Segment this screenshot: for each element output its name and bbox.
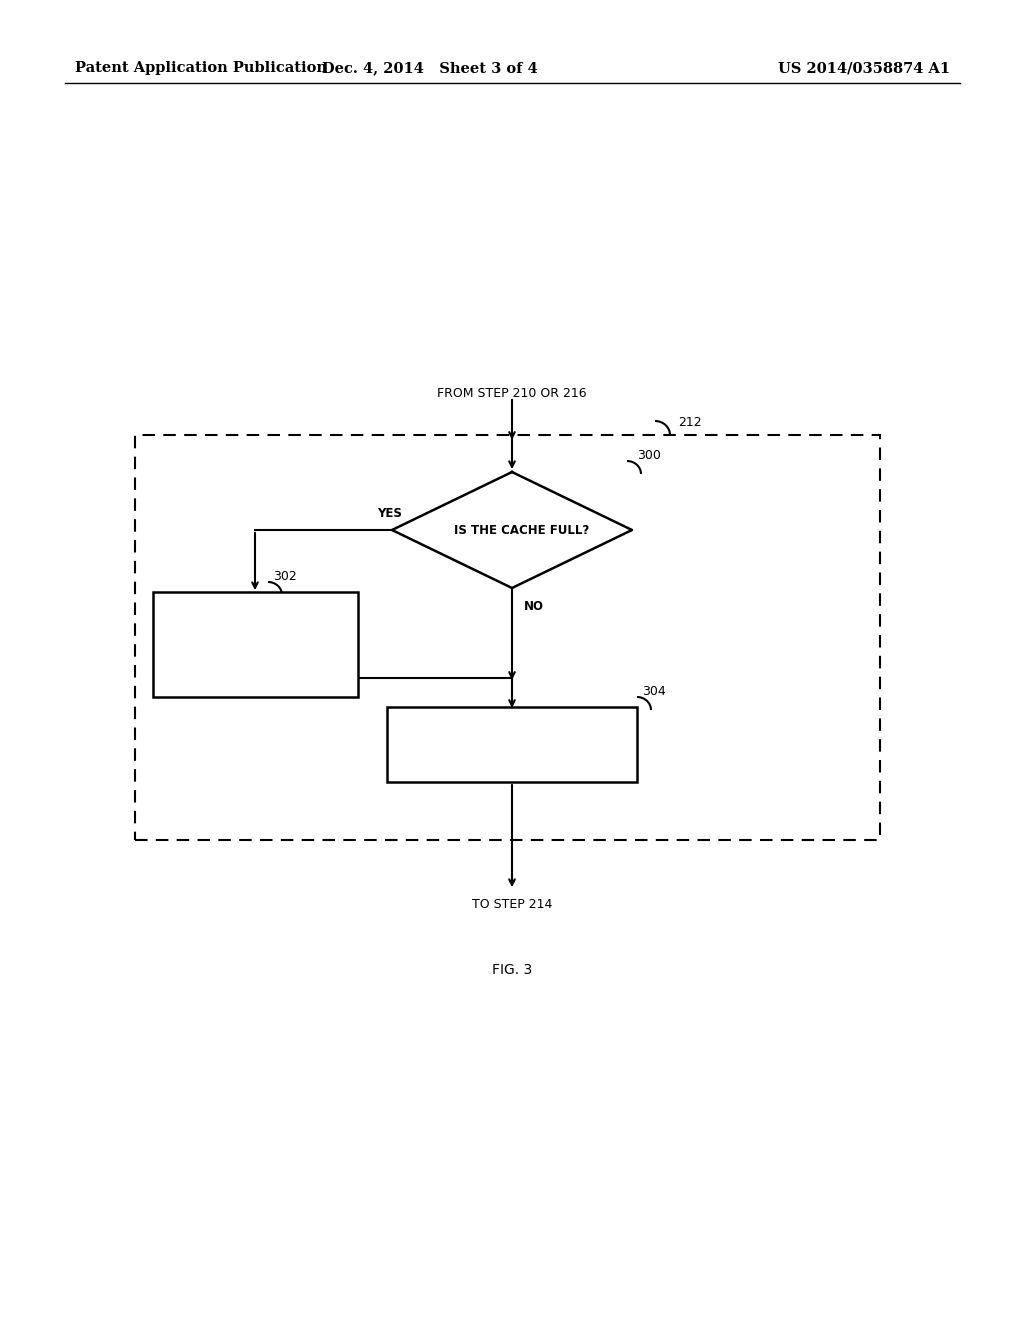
Text: US 2014/0358874 A1: US 2014/0358874 A1 [778, 61, 950, 75]
Text: IS THE CACHE FULL?: IS THE CACHE FULL? [455, 524, 590, 536]
Text: NO: NO [524, 601, 544, 612]
Text: 304: 304 [642, 685, 666, 698]
Text: FROM STEP 210 OR 216: FROM STEP 210 OR 216 [437, 387, 587, 400]
Text: 300: 300 [637, 449, 660, 462]
Bar [135, 436, 880, 840]
Text: YES: YES [377, 507, 402, 520]
Bar [153, 591, 358, 697]
Text: 212: 212 [678, 416, 701, 429]
Text: FIG. 3: FIG. 3 [492, 964, 532, 977]
Text: DELETE LEAST RECENTLY
MATCHED LINE OF DATA
FROM THE CACHE: DELETE LEAST RECENTLY MATCHED LINE OF DA… [177, 628, 333, 661]
Text: 302: 302 [273, 570, 297, 583]
Text: Dec. 4, 2014   Sheet 3 of 4: Dec. 4, 2014 Sheet 3 of 4 [323, 61, 538, 75]
Bar [387, 708, 637, 781]
Text: TO STEP 214: TO STEP 214 [472, 898, 552, 911]
Text: Patent Application Publication: Patent Application Publication [75, 61, 327, 75]
Text: STORE THE ADDITIONAL LINE
OF DATA IN THE CACHE: STORE THE ADDITIONAL LINE OF DATA IN THE… [415, 731, 609, 759]
